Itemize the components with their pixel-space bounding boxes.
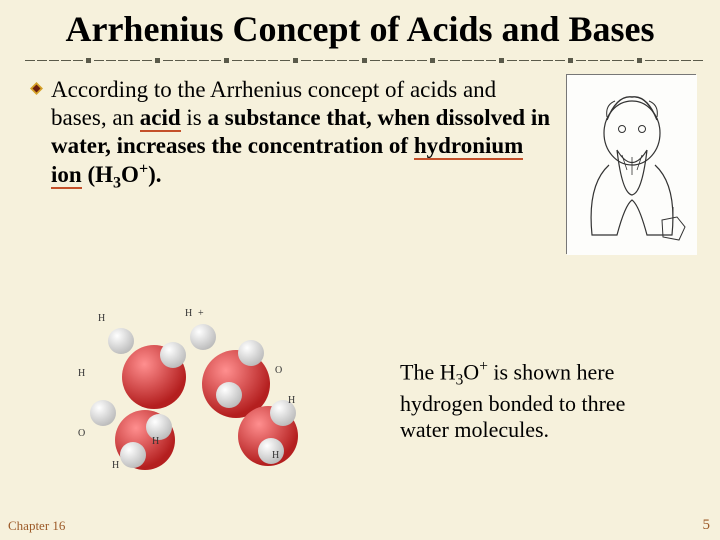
atom-label: O [275, 365, 282, 376]
content-row: According to the Arrhenius concept of ac… [24, 76, 696, 254]
divider [24, 58, 704, 64]
hydrogen-atom [216, 382, 242, 408]
hydrogen-atom [238, 340, 264, 366]
formula-tail3: ). [148, 162, 161, 187]
atom-label: H [112, 460, 119, 471]
atom-label: H [288, 395, 295, 406]
atom-label: + [198, 308, 204, 319]
caption-text: The H3O+ is shown here hydrogen bonded t… [400, 358, 630, 444]
atom-label: H [185, 308, 192, 319]
formula-sub: 3 [113, 175, 121, 192]
hydrogen-atom [160, 342, 186, 368]
portrait-image [566, 74, 696, 254]
formula-tail: (H [87, 162, 113, 187]
hydrogen-atom [190, 324, 216, 350]
atom-label: O [78, 428, 85, 439]
cap-a: The H [400, 359, 456, 384]
slide-title: Arrhenius Concept of Acids and Bases [24, 10, 696, 50]
hydrogen-atom [90, 400, 116, 426]
bullet-text: According to the Arrhenius concept of ac… [51, 76, 558, 194]
text-mid: is [181, 105, 208, 130]
portrait-svg [567, 75, 697, 255]
molecule-figure: H H H + O H H H O H [60, 310, 340, 480]
slide: Arrhenius Concept of Acids and Bases Acc… [0, 0, 720, 540]
keyword-acid: acid [140, 105, 181, 132]
bullet-icon [30, 82, 43, 95]
hydrogen-atom [120, 442, 146, 468]
atom-label: H [272, 450, 279, 461]
hydrogen-atom [258, 438, 284, 464]
formula-tail2: O [121, 162, 139, 187]
hydrogen-atom [108, 328, 134, 354]
cap-sup: + [479, 358, 488, 375]
formula-sup: + [139, 161, 148, 178]
footer-chapter: Chapter 16 [8, 518, 65, 534]
bullet-icon-col [24, 76, 43, 95]
atom-label: H [152, 436, 159, 447]
footer-page: 5 [703, 517, 711, 534]
atom-label: H [78, 368, 85, 379]
cap-b: O [463, 359, 479, 384]
atom-label: H [98, 313, 105, 324]
